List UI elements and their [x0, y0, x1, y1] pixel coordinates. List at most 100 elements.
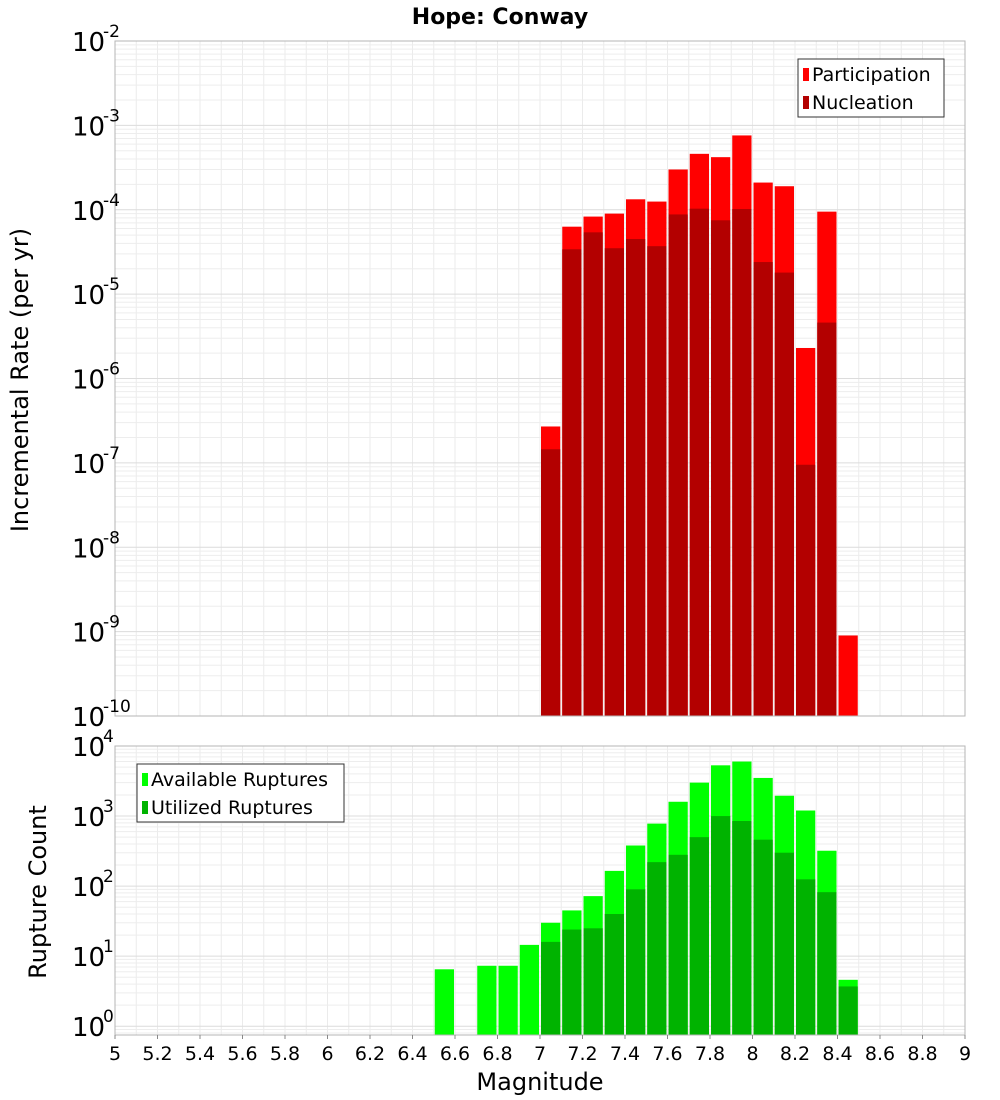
x-tick-label: 6.4 [397, 1043, 427, 1065]
legend-label: Participation [812, 64, 931, 86]
rate-grid [114, 41, 966, 717]
rate-bar [668, 214, 688, 717]
y-tick-exponent: -3 [103, 106, 120, 126]
count-bar [498, 965, 518, 1035]
y-tick-exponent: -2 [103, 22, 120, 42]
count-bar [838, 986, 858, 1035]
count-bar [541, 941, 561, 1035]
count-bar [753, 839, 773, 1035]
rate-bar [753, 262, 773, 716]
count-y-axis-label: Rupture Count [24, 805, 52, 979]
y-tick-label: 10 [72, 1013, 105, 1043]
legend-box [136, 763, 345, 823]
x-tick-label: 5.2 [142, 1043, 172, 1065]
y-tick-label: 10 [72, 366, 105, 396]
count-bar [732, 821, 752, 1035]
rate-bar [562, 249, 582, 716]
y-tick-exponent: 2 [103, 867, 114, 887]
y-tick-exponent: -4 [103, 191, 120, 211]
x-tick-label: 7.6 [652, 1043, 682, 1065]
y-tick-exponent: 0 [103, 1007, 114, 1027]
rate-bar [817, 322, 837, 716]
x-axis-label: Magnitude [476, 1068, 603, 1096]
legend-box [797, 58, 945, 118]
rate-panel: 10-1010-910-810-710-610-510-410-310-2Par… [72, 22, 966, 733]
rate-bar [689, 208, 709, 716]
x-tick-label: 9 [959, 1043, 971, 1065]
y-tick-label: 10 [72, 534, 105, 564]
rate-bar [838, 635, 858, 716]
legend-label: Nucleation [812, 92, 914, 114]
y-tick-label: 10 [72, 28, 105, 58]
count-bar [604, 914, 624, 1035]
chart-title: Hope: Conway [412, 5, 588, 30]
count-bar [668, 854, 688, 1035]
y-tick-exponent: 1 [103, 937, 114, 957]
y-tick-exponent: -8 [103, 528, 120, 548]
legend-swatch [803, 68, 809, 81]
y-tick-label: 10 [72, 197, 105, 227]
x-tick-label: 8.8 [907, 1043, 937, 1065]
y-tick-label: 10 [72, 873, 105, 903]
y-tick-exponent: -10 [103, 697, 131, 717]
x-tick-label: 7 [534, 1043, 546, 1065]
x-tick-label: 8 [746, 1043, 758, 1065]
legend-label: Utilized Ruptures [151, 797, 313, 819]
legend-swatch [803, 96, 809, 109]
legend-label: Available Ruptures [151, 769, 328, 791]
x-tick-label: 5.4 [185, 1043, 215, 1065]
rate-bar [541, 449, 561, 716]
rate-y-axis-label: Incremental Rate (per yr) [6, 228, 34, 532]
y-tick-label: 10 [72, 450, 105, 480]
x-tick-label: 6.2 [355, 1043, 385, 1065]
x-tick-label: 5.8 [270, 1043, 300, 1065]
rate-legend: Participation Nucleation [797, 58, 945, 118]
count-bar [626, 889, 646, 1035]
y-tick-label: 10 [72, 281, 105, 311]
count-bar [796, 879, 816, 1035]
count-series-1 [541, 816, 858, 1035]
count-bar [562, 929, 582, 1035]
y-tick-exponent: -9 [103, 613, 120, 633]
rate-bar [711, 220, 731, 717]
rate-bar [732, 209, 752, 716]
rate-bar [796, 464, 816, 716]
x-tick-label: 6.6 [440, 1043, 470, 1065]
count-bar [477, 965, 497, 1035]
y-tick-label: 10 [72, 703, 105, 733]
x-tick-label: 5.6 [227, 1043, 257, 1065]
rate-bar [626, 239, 646, 716]
x-tick-label: 6.8 [482, 1043, 512, 1065]
y-tick-exponent: 3 [103, 797, 114, 817]
y-tick-label: 10 [72, 803, 105, 833]
y-tick-label: 10 [72, 112, 105, 142]
x-ticks: 5 5.2 5.4 5.6 5.8 6 6.2 6.4 6.6 6.8 7 7.2 7.4 7.6 7.8 8… [109, 1035, 971, 1065]
count-bar [647, 862, 667, 1035]
count-bar [711, 816, 731, 1035]
y-tick-exponent: -5 [103, 275, 120, 295]
count-bar [583, 928, 603, 1035]
count-bar [519, 944, 539, 1035]
x-tick-label: 5 [109, 1043, 121, 1065]
count-bar [774, 852, 794, 1035]
count-bar [689, 837, 709, 1035]
x-tick-label: 8.4 [822, 1043, 852, 1065]
y-tick-exponent: -7 [103, 444, 120, 464]
y-tick-exponent: 4 [103, 727, 114, 747]
count-bar [434, 969, 454, 1035]
x-tick-label: 6 [321, 1043, 333, 1065]
x-tick-label: 7.8 [695, 1043, 725, 1065]
y-tick-label: 10 [72, 943, 105, 973]
y-tick-exponent: -6 [103, 360, 120, 380]
rate-bar [583, 232, 603, 716]
y-tick-label: 10 [72, 619, 105, 649]
count-bar [817, 892, 837, 1035]
x-tick-label: 8.6 [865, 1043, 895, 1065]
x-tick-label: 7.2 [567, 1043, 597, 1065]
rate-plot-frame [114, 40, 966, 717]
legend-swatch [142, 801, 148, 814]
legend-swatch [142, 773, 148, 786]
count-legend: Available Ruptures Utilized Ruptures [136, 763, 345, 823]
